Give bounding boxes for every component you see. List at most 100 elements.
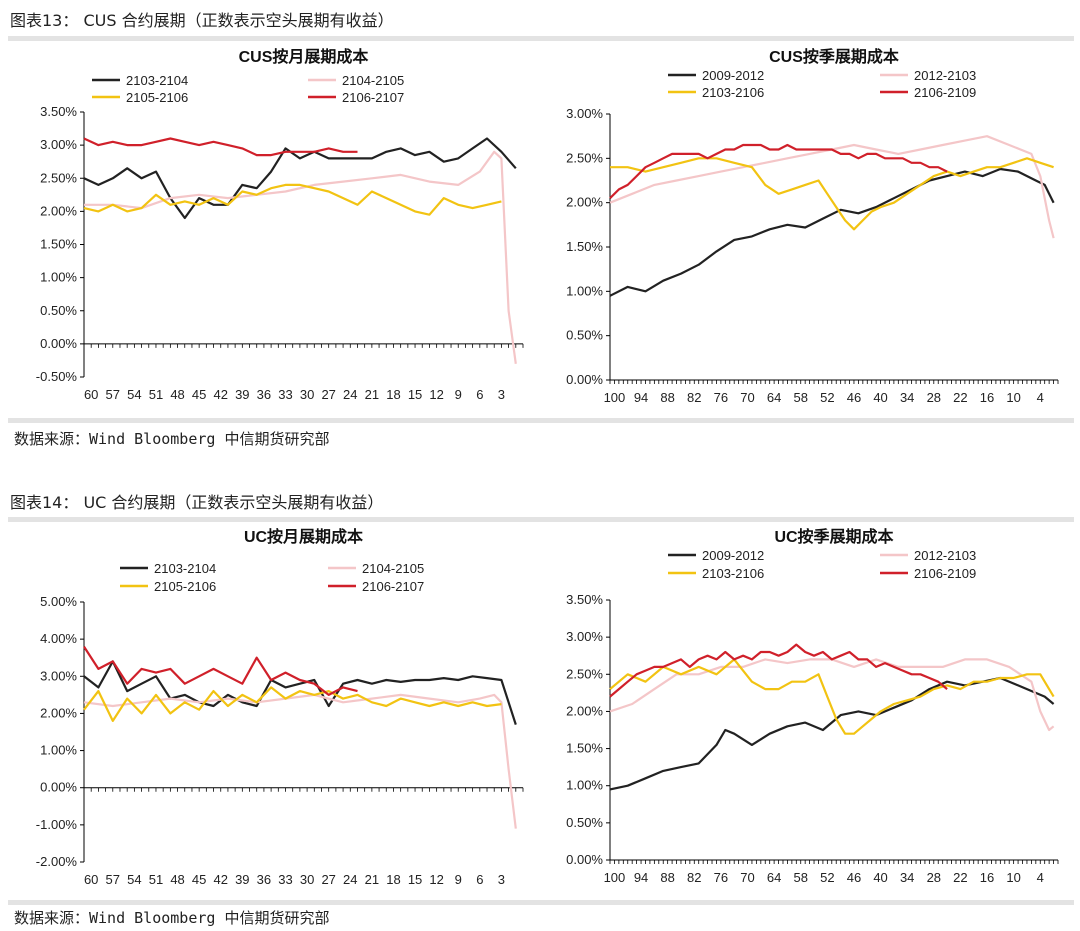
x-tick-label: 22 bbox=[953, 390, 967, 405]
y-tick-label: 2.00% bbox=[40, 705, 77, 720]
figure-14-source: 数据来源：Wind Bloomberg 中信期货研究部 bbox=[14, 909, 330, 927]
y-tick-label: 0.50% bbox=[566, 815, 603, 830]
legend-label-2012-2103: 2012-2103 bbox=[914, 548, 976, 563]
x-tick-label: 40 bbox=[873, 390, 887, 405]
x-tick-label: 4 bbox=[1037, 870, 1044, 885]
x-tick-label: 15 bbox=[408, 387, 422, 402]
x-tick-label: 82 bbox=[687, 870, 701, 885]
x-tick-label: 100 bbox=[604, 870, 626, 885]
x-tick-label: 6 bbox=[476, 387, 483, 402]
x-tick-label: 24 bbox=[343, 387, 357, 402]
x-tick-label: 60 bbox=[84, 872, 98, 887]
series-line-2009-2012 bbox=[609, 676, 1055, 791]
y-tick-label: 0.00% bbox=[566, 852, 603, 867]
x-tick-label: 18 bbox=[386, 872, 400, 887]
series-line-2009-2012 bbox=[609, 167, 1055, 297]
chart-title: UC按月展期成本 bbox=[244, 527, 363, 546]
legend-label-2106-2107: 2106-2107 bbox=[342, 90, 404, 105]
x-tick-label: 42 bbox=[214, 387, 228, 402]
series-line-2106-2109 bbox=[609, 143, 948, 199]
x-tick-label: 15 bbox=[408, 872, 422, 887]
x-tick-label: 76 bbox=[714, 390, 728, 405]
x-tick-label: 60 bbox=[84, 387, 98, 402]
y-tick-label: 0.00% bbox=[40, 780, 77, 795]
legend-label-2103-2106: 2103-2106 bbox=[702, 85, 764, 100]
x-tick-label: 30 bbox=[300, 387, 314, 402]
figure-13-header-bar bbox=[8, 36, 1074, 41]
x-tick-label: 70 bbox=[740, 390, 754, 405]
x-tick-label: 88 bbox=[660, 390, 674, 405]
y-tick-label: 0.50% bbox=[40, 303, 77, 318]
x-tick-label: 16 bbox=[980, 390, 994, 405]
y-tick-label: 4.00% bbox=[40, 631, 77, 646]
x-tick-label: 45 bbox=[192, 387, 206, 402]
series-line-2012-2103 bbox=[609, 135, 1055, 239]
x-tick-label: 48 bbox=[170, 387, 184, 402]
y-tick-label: 3.00% bbox=[566, 106, 603, 121]
chart-uc-monthly: UC按月展期成本 2103-2104 2104-2105 2105-2106 2106-… bbox=[8, 522, 533, 898]
series-line-2103-2104 bbox=[83, 660, 517, 725]
x-tick-label: 45 bbox=[192, 872, 206, 887]
x-tick-label: 58 bbox=[793, 390, 807, 405]
x-tick-label: 54 bbox=[127, 387, 141, 402]
legend-label-2104-2105: 2104-2105 bbox=[362, 561, 424, 576]
series-line-2105-2106 bbox=[83, 183, 502, 216]
x-tick-label: 70 bbox=[740, 870, 754, 885]
legend-label-2103-2106: 2103-2106 bbox=[702, 566, 764, 581]
y-tick-label: -1.00% bbox=[36, 817, 78, 832]
y-tick-label: -0.50% bbox=[36, 369, 78, 384]
x-tick-label: 27 bbox=[321, 872, 335, 887]
x-tick-label: 36 bbox=[257, 872, 271, 887]
x-tick-label: 52 bbox=[820, 390, 834, 405]
x-tick-label: 28 bbox=[927, 870, 941, 885]
figure-14-header-bar bbox=[8, 517, 1074, 522]
y-tick-label: 0.50% bbox=[566, 328, 603, 343]
y-tick-label: 1.00% bbox=[40, 270, 77, 285]
y-tick-label: 3.50% bbox=[40, 104, 77, 119]
y-tick-label: 2.50% bbox=[566, 150, 603, 165]
legend-label-2105-2106: 2105-2106 bbox=[154, 579, 216, 594]
y-tick-label: 1.50% bbox=[566, 741, 603, 756]
figure-13-footer-bar bbox=[8, 418, 1074, 423]
series-line-2103-2106 bbox=[609, 658, 1055, 735]
legend-label-2106-2109: 2106-2109 bbox=[914, 85, 976, 100]
y-tick-label: 0.00% bbox=[566, 372, 603, 387]
x-tick-label: 10 bbox=[1006, 390, 1020, 405]
x-tick-label: 52 bbox=[820, 870, 834, 885]
x-tick-label: 46 bbox=[847, 870, 861, 885]
x-tick-label: 54 bbox=[127, 872, 141, 887]
series-line-2012-2103 bbox=[609, 658, 1055, 732]
y-tick-label: 1.00% bbox=[566, 283, 603, 298]
legend-label-2009-2012: 2009-2012 bbox=[702, 548, 764, 563]
x-tick-label: 46 bbox=[847, 390, 861, 405]
y-tick-label: 1.50% bbox=[566, 239, 603, 254]
x-tick-label: 64 bbox=[767, 870, 781, 885]
y-tick-label: 2.00% bbox=[566, 195, 603, 210]
x-tick-label: 58 bbox=[793, 870, 807, 885]
series-line-2106-2107 bbox=[83, 646, 358, 696]
figure-13-title: 图表13： CUS 合约展期（正数表示空头展期有收益） bbox=[10, 11, 394, 30]
x-tick-label: 9 bbox=[455, 387, 462, 402]
series-line-2106-2107 bbox=[83, 137, 358, 157]
x-tick-label: 18 bbox=[386, 387, 400, 402]
x-tick-label: 51 bbox=[149, 387, 163, 402]
x-tick-label: 12 bbox=[429, 872, 443, 887]
chart-svg: UC按月展期成本 2103-2104 2104-2105 2105-2106 2106-… bbox=[36, 527, 524, 887]
x-tick-label: 28 bbox=[927, 390, 941, 405]
y-tick-label: 2.50% bbox=[40, 170, 77, 185]
y-tick-label: 3.00% bbox=[40, 137, 77, 152]
series-line-2103-2106 bbox=[610, 157, 1054, 231]
y-tick-label: 0.00% bbox=[40, 336, 77, 351]
figure-14-footer-bar bbox=[8, 900, 1074, 905]
series-line-2104-2105 bbox=[83, 693, 517, 829]
y-tick-label: 1.50% bbox=[40, 237, 77, 252]
x-tick-label: 57 bbox=[106, 387, 120, 402]
chart-title: UC按季展期成本 bbox=[774, 527, 893, 546]
chart-cus-quarterly: CUS按季展期成本 2009-2012 2012-2103 2103-2106 2106… bbox=[540, 42, 1070, 418]
x-tick-label: 42 bbox=[214, 872, 228, 887]
x-tick-label: 88 bbox=[660, 870, 674, 885]
series-line-2104-2105 bbox=[84, 150, 517, 364]
legend-label-2104-2105: 2104-2105 bbox=[342, 73, 404, 88]
series-line-2106-2109 bbox=[609, 643, 948, 698]
y-tick-label: 3.00% bbox=[40, 668, 77, 683]
